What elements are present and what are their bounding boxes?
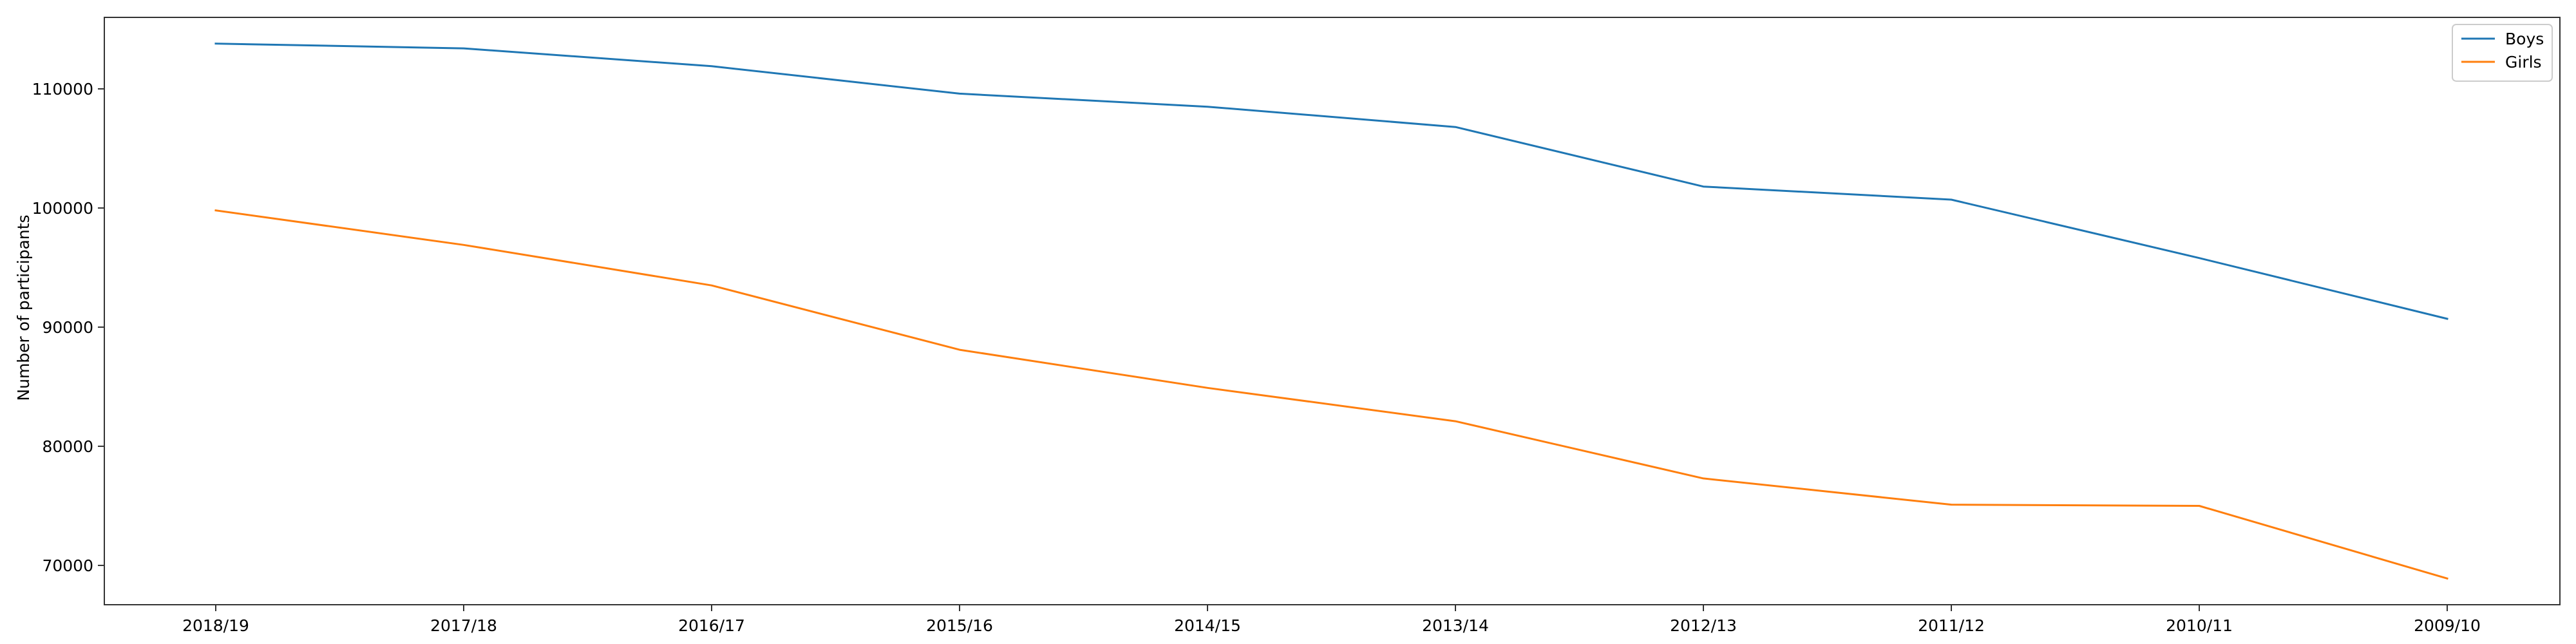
y-tick-label: 70000 bbox=[42, 556, 93, 575]
y-axis-title: Number of participants bbox=[14, 214, 33, 401]
x-tick-label: 2017/18 bbox=[430, 616, 497, 635]
y-tick-label: 110000 bbox=[32, 80, 93, 99]
x-tick-label: 2012/13 bbox=[1670, 616, 1737, 635]
x-axis: 2018/19 2017/18 2016/17 2015/16 2014/15 2013/… bbox=[182, 605, 2481, 635]
x-tick-label: 2009/10 bbox=[2414, 616, 2481, 635]
legend-label-boys: Boys bbox=[2505, 30, 2544, 48]
y-tick-label: 80000 bbox=[42, 437, 93, 456]
y-tick-label: 90000 bbox=[42, 318, 93, 337]
x-tick-label: 2013/14 bbox=[1422, 616, 1489, 635]
plot-frame bbox=[104, 17, 2561, 605]
legend-label-girls: Girls bbox=[2505, 53, 2542, 71]
x-tick-label: 2016/17 bbox=[678, 616, 745, 635]
y-tick-label: 100000 bbox=[32, 199, 93, 218]
series-line-boys bbox=[214, 43, 2448, 320]
y-axis: 70000 80000 90000 100000 110000 bbox=[32, 80, 104, 575]
x-tick-label: 2014/15 bbox=[1174, 616, 1241, 635]
y-axis-title-group: Number of participants bbox=[14, 214, 33, 401]
legend: Boys Girls bbox=[2452, 24, 2553, 82]
series-line-girls bbox=[214, 209, 2448, 580]
x-tick-label: 2011/12 bbox=[1918, 616, 1985, 635]
x-tick-label: 2018/19 bbox=[182, 616, 249, 635]
x-tick-label: 2015/16 bbox=[926, 616, 993, 635]
x-tick-label: 2010/11 bbox=[2166, 616, 2233, 635]
series-group bbox=[214, 43, 2448, 580]
